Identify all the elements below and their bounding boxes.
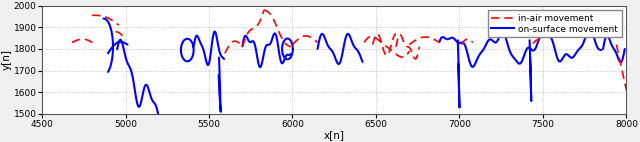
in-air movement [85, 40, 93, 42]
in-air movement [72, 40, 80, 41]
in-air movement [83, 39, 91, 41]
in-air movement [88, 41, 96, 43]
in-air movement [69, 41, 77, 43]
in-air movement [80, 38, 88, 40]
on-surface movement [106, 26, 114, 28]
in-air movement [76, 39, 83, 40]
in-air movement [79, 38, 87, 40]
in-air movement [74, 39, 82, 41]
in-air movement [72, 40, 79, 42]
on-surface movement [100, 18, 108, 19]
in-air movement [70, 41, 77, 43]
X-axis label: x[n]: x[n] [324, 130, 345, 140]
in-air movement [81, 38, 88, 40]
in-air movement [89, 42, 97, 44]
in-air movement [91, 43, 99, 45]
on-surface movement [107, 28, 115, 30]
in-air movement [79, 38, 86, 40]
in-air movement [75, 39, 83, 40]
in-air movement [84, 40, 92, 41]
in-air movement [74, 39, 81, 41]
Legend: in-air movement, on-surface movement: in-air movement, on-surface movement [488, 10, 622, 37]
in-air movement [77, 38, 84, 40]
in-air movement [78, 38, 86, 40]
Line: in-air movement: in-air movement [72, 39, 95, 45]
in-air movement [83, 39, 90, 41]
in-air movement [77, 38, 85, 40]
in-air movement [88, 41, 95, 43]
in-air movement [92, 44, 99, 45]
in-air movement [90, 42, 97, 44]
in-air movement [90, 43, 98, 45]
Y-axis label: y[n]: y[n] [2, 49, 12, 70]
on-surface movement [100, 18, 108, 19]
in-air movement [71, 40, 79, 42]
on-surface movement [104, 71, 112, 73]
in-air movement [68, 42, 76, 43]
Line: on-surface movement: on-surface movement [104, 19, 113, 72]
on-surface movement [104, 21, 112, 23]
on-surface movement [106, 24, 113, 26]
in-air movement [81, 38, 89, 40]
on-surface movement [109, 50, 116, 52]
in-air movement [86, 40, 94, 42]
on-surface movement [108, 29, 115, 31]
in-air movement [87, 41, 95, 42]
in-air movement [84, 39, 92, 41]
in-air movement [73, 39, 81, 41]
in-air movement [70, 41, 78, 42]
in-air movement [82, 39, 90, 40]
